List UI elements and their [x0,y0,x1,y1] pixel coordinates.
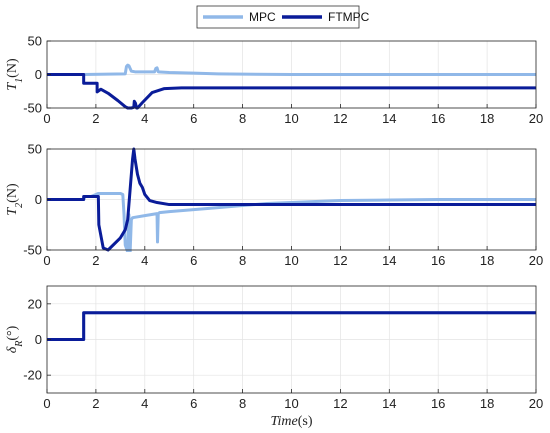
x-axis-label-unit: (s) [298,414,313,429]
x-tick-label: 6 [190,396,197,411]
x-tick-label: 0 [43,111,50,126]
panel-t2-yticks: -50 0 50 [23,142,51,258]
x-tick-label: 14 [382,111,396,126]
panel-t1-ylabel-unit: (N) [5,58,20,78]
x-tick-label: 4 [141,111,148,126]
legend-label-mpc: MPC [249,10,276,24]
x-tick-label: 20 [529,396,543,411]
x-tick-label: 12 [333,111,347,126]
legend-label-ftmpc: FTMPC [328,10,370,24]
x-tick-label: 8 [239,396,246,411]
panel-delta-r-yticks: -20 0 20 [23,296,51,383]
x-tick-label: 4 [141,396,148,411]
panel-t2-ylabel: T2(N) [5,183,25,216]
panel-t1-yticks: -50 0 50 [23,34,51,116]
x-tick-label: 10 [284,111,298,126]
y-tick-label: 50 [28,34,42,49]
panel-delta-r-xticks: 0 2 4 6 8 10 12 14 16 18 20 [43,389,543,411]
x-tick-label: 20 [529,253,543,268]
x-tick-label: 20 [529,111,543,126]
panel-delta-r-ylabel-sub: R [14,341,25,348]
y-tick-label: 20 [28,296,42,311]
x-axis-label-main: Time [270,414,297,429]
x-tick-label: 10 [284,253,298,268]
legend: MPC FTMPC [196,5,370,29]
y-tick-label: 50 [28,142,42,157]
x-tick-label: 18 [480,396,494,411]
legend-box [196,5,360,29]
panel-delta-r-ylabel-unit: (°) [5,325,20,340]
x-tick-label: 18 [480,111,494,126]
panel-delta-r-ylabel-main: δ [5,346,20,353]
panel-delta-r-ylabel: δR(°) [5,325,25,353]
panel-t2-ylabel-unit: (N) [5,183,20,203]
x-tick-label: 16 [431,111,445,126]
panel-t1-ylabel: T1(N) [5,58,25,91]
panel-delta-r-grid [47,286,536,393]
x-tick-label: 8 [239,253,246,268]
y-tick-label: -50 [23,101,42,116]
panel-t2-ylabel-sub: 2 [14,203,25,208]
y-tick-label: 0 [35,67,42,82]
y-tick-label: -20 [23,368,42,383]
x-tick-label: 10 [284,396,298,411]
x-tick-label: 2 [92,111,99,126]
y-tick-label: 0 [35,192,42,207]
x-tick-label: 2 [92,396,99,411]
x-tick-label: 14 [382,253,396,268]
x-tick-label: 16 [431,396,445,411]
x-tick-label: 2 [92,253,99,268]
x-tick-label: 8 [239,111,246,126]
panel-t1-ylabel-sub: 1 [14,78,25,83]
x-tick-label: 0 [43,396,50,411]
y-tick-label: -50 [23,243,42,258]
y-tick-label: 0 [35,332,42,347]
panel-t1-ylabel-main: T [5,82,20,91]
series-line-mpc [47,191,536,252]
panel-t2-xticks: 0 2 4 6 8 10 12 14 16 18 20 [43,246,543,268]
series-line-ftmpc [47,311,536,341]
panel-t2-ylabel-main: T [5,207,20,216]
panel-t1-xticks: 0 2 4 6 8 10 12 14 16 18 20 [43,104,543,126]
x-tick-label: 16 [431,253,445,268]
series-line-mpc [47,63,536,76]
x-tick-label: 4 [141,253,148,268]
x-tick-label: 6 [190,253,197,268]
x-tick-label: 0 [43,253,50,268]
panel-delta-r-series [47,311,536,341]
x-tick-label: 6 [190,111,197,126]
x-tick-label: 12 [333,253,347,268]
x-tick-label: 14 [382,396,396,411]
x-axis-label: Time(s) [270,414,312,429]
x-tick-label: 18 [480,253,494,268]
x-tick-label: 12 [333,396,347,411]
